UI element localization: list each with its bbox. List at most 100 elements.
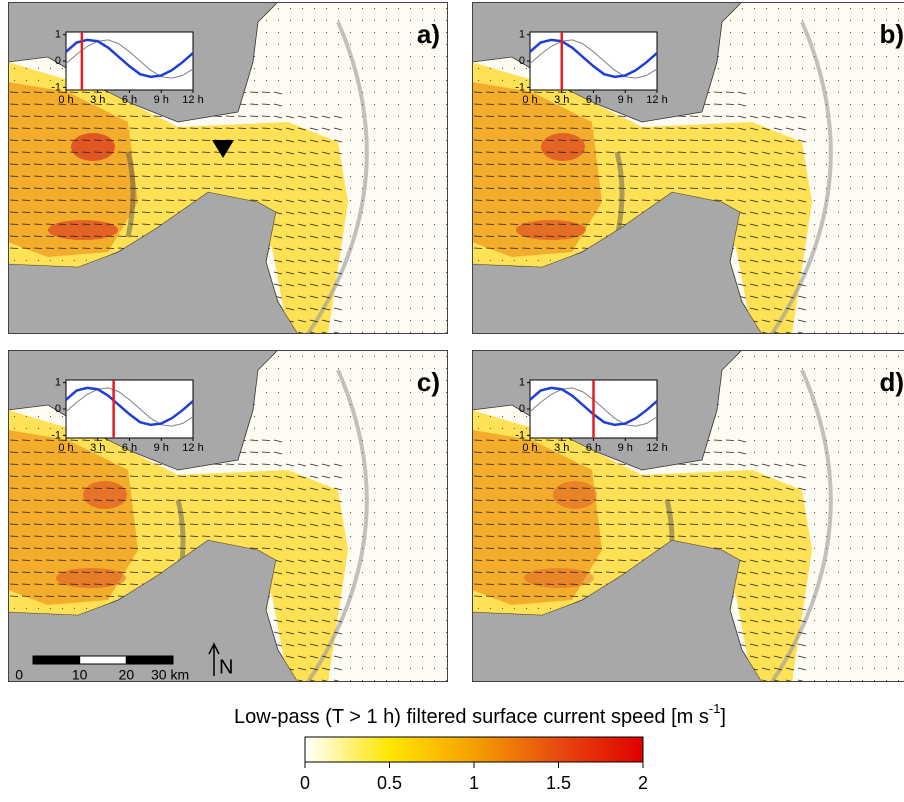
current-vector: [790, 68, 791, 69]
current-vector: [742, 32, 743, 33]
current-vector: [874, 176, 875, 177]
current-vector: [141, 151, 151, 153]
current-vector: [754, 392, 755, 393]
current-vector: [773, 571, 783, 575]
current-vector: [725, 451, 735, 453]
current-vector: [886, 224, 887, 225]
current-vector: [21, 523, 31, 525]
current-vector: [9, 223, 19, 225]
current-vector: [81, 511, 91, 513]
current-vector: [761, 235, 771, 239]
current-vector: [509, 127, 519, 129]
current-vector: [362, 428, 363, 429]
current-vector: [785, 259, 795, 263]
current-vector: [422, 296, 423, 297]
current-vector: [814, 536, 815, 537]
current-vector: [117, 487, 127, 489]
current-vector: [410, 512, 411, 513]
current-vector: [790, 80, 791, 81]
tide-curve: [529, 39, 658, 79]
current-vector: [749, 595, 759, 599]
scale-segment: [32, 655, 81, 665]
current-vector: [93, 151, 103, 153]
current-vector: [478, 608, 479, 609]
current-vector: [201, 127, 211, 129]
current-vector: [278, 416, 279, 417]
current-vector: [485, 115, 495, 117]
current-vector: [81, 595, 91, 597]
current-vector: [21, 451, 31, 453]
current-vector: [689, 475, 699, 477]
current-vector: [434, 620, 435, 621]
current-vector: [725, 475, 735, 477]
current-vector: [350, 644, 351, 645]
current-vector: [237, 487, 247, 489]
current-vector: [297, 667, 307, 671]
current-vector: [862, 140, 863, 141]
current-vector: [838, 356, 839, 357]
current-vector: [321, 523, 331, 527]
panel-label: b): [879, 19, 904, 49]
current-vector: [502, 68, 503, 69]
current-vector: [285, 607, 295, 611]
current-vector: [62, 260, 63, 261]
current-vector: [333, 523, 343, 527]
current-vector: [350, 68, 351, 69]
current-vector: [826, 560, 827, 561]
current-vector: [521, 151, 531, 153]
panel-label: a): [417, 19, 440, 49]
current-vector: [725, 163, 735, 165]
current-vector: [862, 212, 863, 213]
current-vector: [225, 163, 235, 165]
current-vector: [105, 547, 115, 549]
current-vector: [374, 20, 375, 21]
current-vector: [862, 476, 863, 477]
current-vector: [105, 535, 115, 537]
current-vector: [273, 91, 283, 95]
current-vector: [422, 44, 423, 45]
current-vector: [45, 583, 55, 585]
current-vector: [434, 560, 435, 561]
current-vector: [473, 199, 483, 201]
current-vector: [422, 620, 423, 621]
current-vector: [398, 392, 399, 393]
current-vector: [21, 247, 31, 249]
current-vector: [725, 103, 735, 105]
current-vector: [538, 260, 539, 261]
current-vector: [321, 511, 331, 515]
current-vector: [273, 583, 283, 587]
current-vector: [797, 475, 807, 479]
current-vector: [742, 368, 743, 369]
current-vector: [761, 223, 771, 227]
current-vector: [333, 151, 343, 155]
current-vector: [509, 475, 519, 477]
current-vector: [434, 464, 435, 465]
current-vector: [689, 463, 699, 465]
current-vector: [653, 163, 663, 165]
current-vector: [141, 199, 151, 201]
current-vector: [514, 260, 515, 261]
current-vector: [81, 139, 91, 141]
current-vector: [93, 475, 103, 477]
current-vector: [105, 103, 115, 105]
current-vector: [297, 583, 307, 587]
current-vector: [14, 608, 15, 609]
current-vector: [398, 584, 399, 585]
current-vector: [261, 475, 271, 477]
current-vector: [225, 463, 235, 465]
current-vector: [790, 20, 791, 21]
current-vector: [766, 44, 767, 45]
current-vector: [898, 656, 899, 657]
current-vector: [45, 523, 55, 525]
current-vector: [321, 607, 331, 611]
current-vector: [874, 500, 875, 501]
current-vector: [677, 523, 687, 525]
current-vector: [321, 307, 331, 311]
current-vector: [725, 463, 735, 465]
current-vector: [545, 103, 555, 105]
current-vector: [374, 56, 375, 57]
current-vector: [21, 91, 31, 93]
speed-high: [56, 568, 126, 588]
current-vector: [874, 188, 875, 189]
current-vector: [117, 511, 127, 513]
